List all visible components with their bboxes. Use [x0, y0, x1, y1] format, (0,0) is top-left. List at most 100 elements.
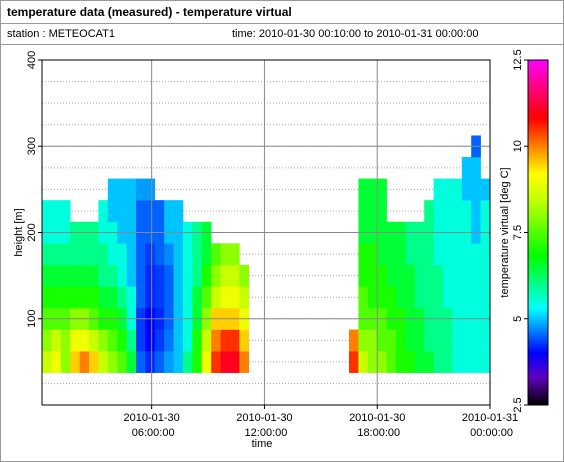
cell [154, 200, 165, 223]
cell [405, 351, 416, 373]
cell [471, 329, 481, 352]
x-axis-title: time [252, 438, 273, 450]
cell [145, 264, 156, 287]
cell [480, 264, 490, 287]
cell [182, 351, 193, 373]
cell [443, 286, 453, 309]
cell [358, 243, 369, 266]
cell [239, 351, 250, 373]
cell [358, 264, 369, 287]
cell [220, 243, 231, 266]
cell [201, 243, 212, 266]
cell [480, 178, 490, 201]
cell [461, 329, 472, 352]
cell [211, 264, 221, 287]
cell [70, 264, 80, 287]
cell [461, 178, 472, 201]
cell [414, 243, 425, 266]
cell [471, 200, 481, 223]
cell [349, 329, 359, 352]
cell [452, 329, 463, 352]
cell [358, 329, 369, 352]
chart-title: temperature data (measured) - temperatur… [7, 5, 292, 19]
cell [135, 286, 146, 309]
cell [107, 264, 118, 287]
cell [405, 286, 416, 309]
colorbar [527, 59, 549, 406]
colorbar-tick-label: 12.5 [512, 49, 524, 70]
cell [367, 200, 378, 223]
cell [51, 286, 62, 309]
cell [443, 178, 453, 201]
cell [60, 200, 71, 223]
cell [229, 286, 240, 309]
y-tick-label: 100 [26, 310, 38, 328]
cell [60, 243, 71, 266]
cell [88, 286, 99, 309]
cell [443, 200, 453, 223]
cell [126, 264, 137, 287]
cell [461, 264, 472, 287]
cell [480, 243, 490, 266]
cell [471, 178, 481, 201]
cell [98, 243, 109, 266]
cell [480, 351, 490, 373]
cell [414, 264, 425, 287]
cell [471, 243, 481, 266]
cell [79, 286, 90, 309]
cell [396, 264, 406, 287]
cell [145, 329, 156, 352]
cell [377, 286, 387, 309]
cell [60, 329, 71, 352]
cell [433, 178, 444, 201]
cell [192, 351, 203, 373]
cell [480, 329, 490, 352]
cell [443, 264, 453, 287]
cell [164, 351, 174, 373]
cell [135, 243, 146, 266]
cell [192, 286, 203, 309]
cell [192, 243, 203, 266]
cell [135, 178, 146, 201]
cell [367, 243, 378, 266]
cell [135, 200, 146, 223]
cell [117, 264, 127, 287]
cell [192, 329, 203, 352]
cell [117, 178, 127, 201]
cell [377, 178, 387, 201]
cell [98, 286, 109, 309]
cell [239, 264, 250, 287]
cell [126, 351, 137, 373]
cell [201, 264, 212, 287]
cell [424, 351, 434, 373]
cell [220, 329, 231, 352]
cell [433, 286, 444, 309]
cell [107, 178, 118, 201]
cell [229, 329, 240, 352]
cell [452, 351, 463, 373]
cell [220, 351, 231, 373]
cell [471, 351, 481, 373]
cell [79, 351, 90, 373]
cell [70, 243, 80, 266]
colorbar-tick-label: 7.5 [512, 225, 524, 240]
cell [386, 329, 397, 352]
cell [229, 351, 240, 373]
cell [135, 351, 146, 373]
cell [229, 264, 240, 287]
cell [70, 351, 80, 373]
cell [154, 329, 165, 352]
cell [79, 243, 90, 266]
cell [386, 264, 397, 287]
cell [201, 329, 212, 352]
cell [117, 243, 127, 266]
cell [126, 329, 137, 352]
cell [433, 243, 444, 266]
cell [107, 286, 118, 309]
cell [452, 286, 463, 309]
colorbar-title: temperature virtual [deg C] [499, 167, 511, 297]
cell [182, 264, 193, 287]
cell [452, 243, 463, 266]
cell [452, 264, 463, 287]
cell [164, 200, 174, 223]
